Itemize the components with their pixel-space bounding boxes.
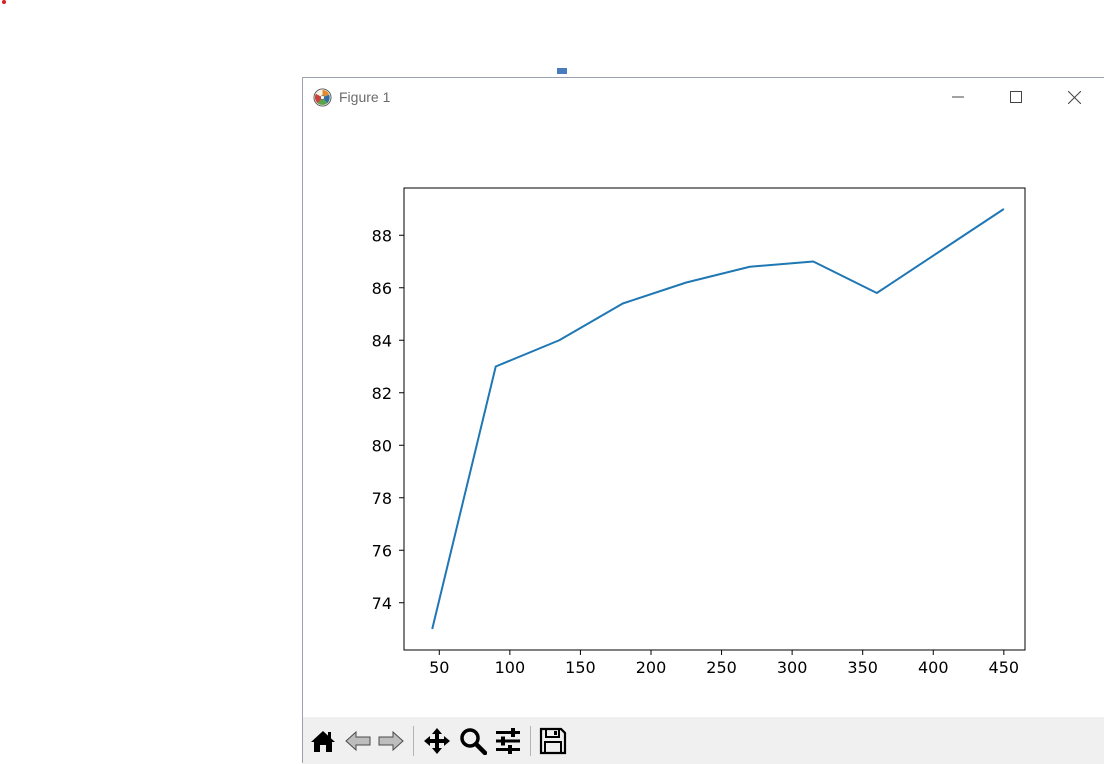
plot-canvas[interactable]: 50 100 150 200 250 300 350 400 450 74 76 78 80 82 84 8… <box>303 116 1104 716</box>
plot-lines <box>431 208 1005 630</box>
pan-button[interactable] <box>421 725 453 757</box>
background-checkbox-icon <box>557 68 567 74</box>
background-window-fragment <box>302 68 1104 78</box>
x-tick-label: 250 <box>706 658 737 677</box>
window-title: Figure 1 <box>339 89 391 105</box>
toolbar-separator <box>530 726 531 756</box>
x-tick-label: 150 <box>565 658 596 677</box>
y-tick-label: 80 <box>372 436 392 455</box>
figure-window: Figure 1 50 100 150 200 250 300 350 400 450 74 76… <box>302 77 1104 764</box>
y-tick-label: 78 <box>372 489 392 508</box>
home-button[interactable] <box>307 725 339 757</box>
back-button[interactable] <box>342 725 374 757</box>
line-chart: 50 100 150 200 250 300 350 400 450 74 76 78 80 82 84 8… <box>372 187 1026 677</box>
red-dot-marker <box>2 0 6 4</box>
y-axis: 74 76 78 80 82 84 86 88 <box>372 226 404 613</box>
home-icon <box>311 731 335 752</box>
y-tick-label: 88 <box>372 226 392 245</box>
x-tick-label: 50 <box>429 658 449 677</box>
minimize-icon <box>952 96 964 98</box>
save-button[interactable] <box>537 725 569 757</box>
maximize-button[interactable] <box>987 78 1045 116</box>
x-tick-label: 400 <box>918 658 949 677</box>
back-arrow-icon <box>345 730 371 752</box>
x-tick-label: 100 <box>495 658 526 677</box>
close-button[interactable] <box>1045 78 1103 116</box>
magnifier-icon <box>460 728 487 755</box>
y-tick-label: 86 <box>372 279 392 298</box>
zoom-button[interactable] <box>457 725 489 757</box>
x-tick-label: 200 <box>636 658 667 677</box>
forward-arrow-icon <box>378 730 404 752</box>
configure-subplots-button[interactable] <box>492 725 524 757</box>
y-tick-label: 76 <box>372 541 392 560</box>
minimize-button[interactable] <box>929 78 987 116</box>
move-icon <box>424 728 450 754</box>
y-tick-label: 84 <box>372 331 392 350</box>
data-series-line <box>431 208 1005 630</box>
x-tick-label: 350 <box>847 658 878 677</box>
floppy-disk-icon <box>539 727 567 755</box>
axes-frame <box>403 187 1026 651</box>
matplotlib-logo-icon <box>313 88 332 107</box>
x-tick-label: 450 <box>989 658 1020 677</box>
forward-button[interactable] <box>375 725 407 757</box>
close-icon <box>1067 90 1081 104</box>
x-tick-label: 300 <box>777 658 808 677</box>
title-bar[interactable]: Figure 1 <box>303 78 1104 116</box>
x-axis: 50 100 150 200 250 300 350 400 450 <box>429 650 1019 677</box>
toolbar-separator <box>413 726 414 756</box>
maximize-icon <box>1010 91 1022 103</box>
y-tick-label: 82 <box>372 384 392 403</box>
y-tick-label: 74 <box>372 594 392 613</box>
navigation-toolbar <box>303 717 1104 764</box>
sliders-icon <box>496 728 520 754</box>
